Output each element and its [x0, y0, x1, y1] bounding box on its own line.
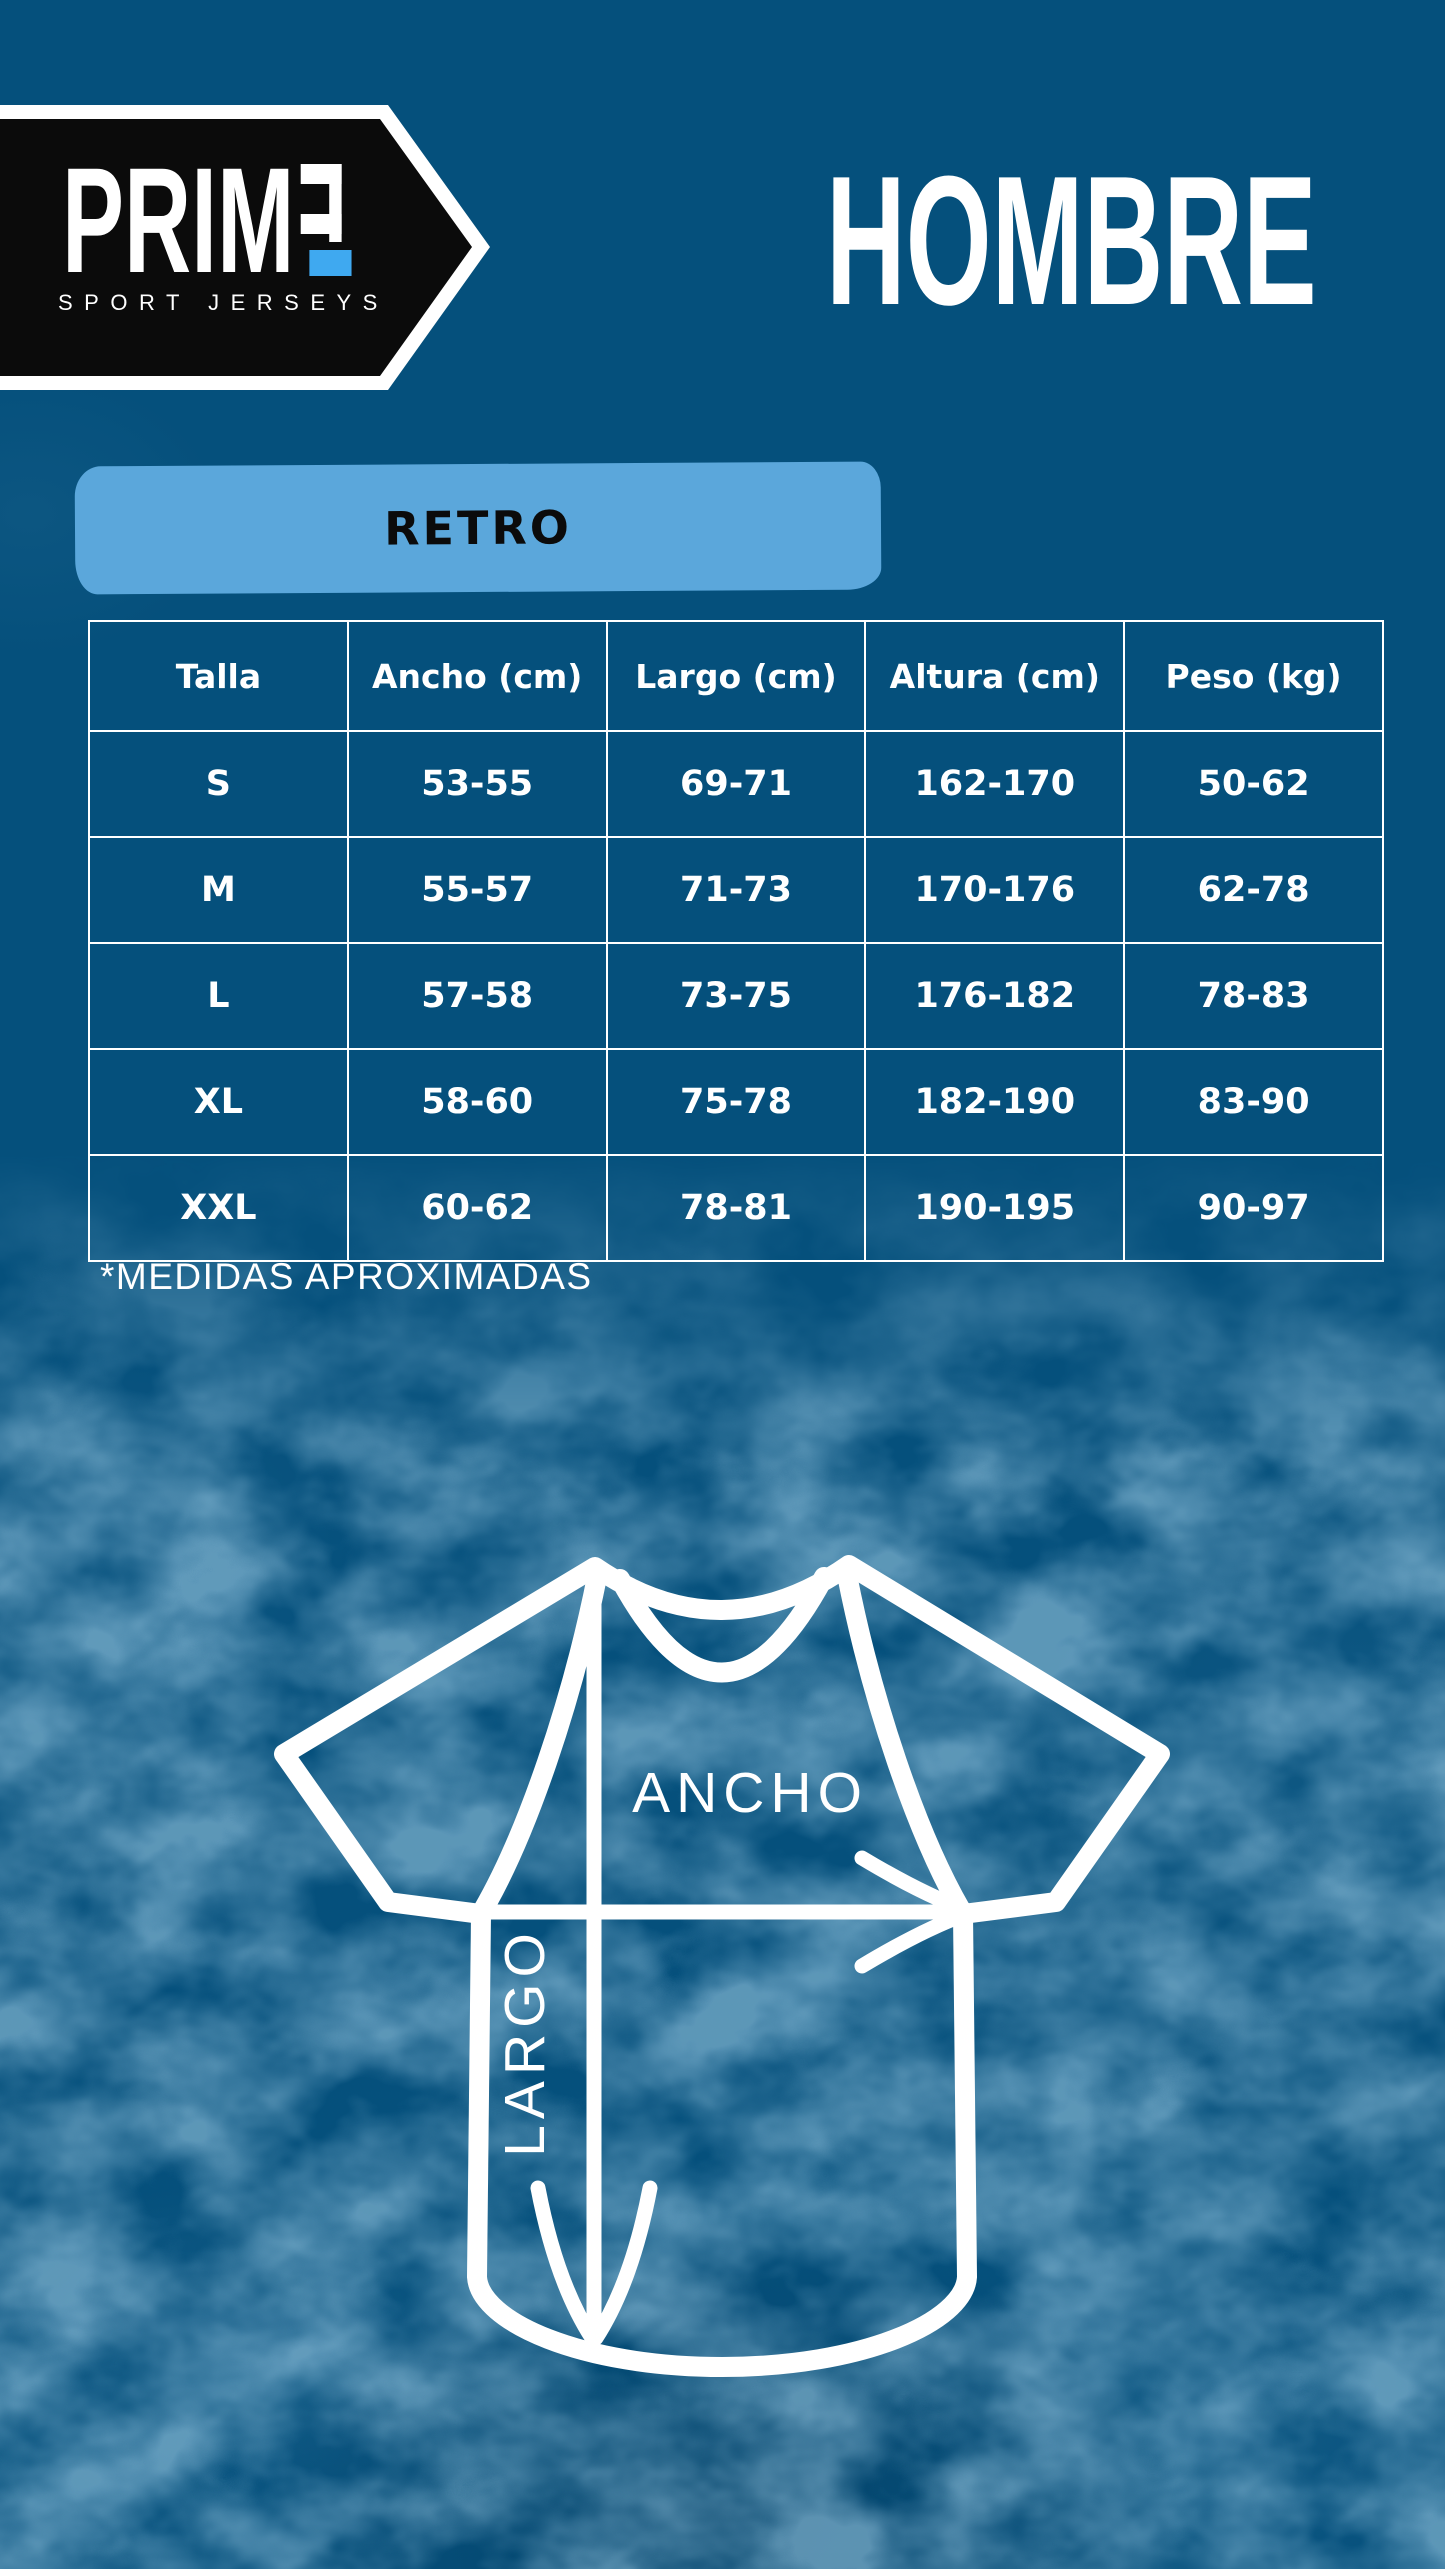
peso-value: 50-62	[1123, 730, 1384, 838]
size-label: L	[88, 942, 349, 1050]
table-header-row: Talla Ancho (cm) Largo (cm) Altura (cm) …	[88, 620, 1384, 732]
altura-value: 190-195	[864, 1154, 1126, 1262]
brand-wordmark: PRIM	[62, 136, 352, 304]
logo-arrow-badge	[0, 105, 490, 390]
page-title: HOMBRE	[826, 137, 1317, 343]
table-row: M 55-57 71-73 170-176 62-78	[88, 836, 1384, 944]
size-label: XL	[88, 1048, 349, 1156]
altura-value: 176-182	[864, 942, 1126, 1050]
ancho-value: 57-58	[346, 942, 608, 1050]
altura-value: 170-176	[864, 836, 1126, 944]
peso-value: 78-83	[1123, 942, 1384, 1050]
table-row: L 57-58 73-75 176-182 78-83	[88, 942, 1384, 1050]
brand-logo: PRIM SPORT JERSEYS	[0, 100, 520, 400]
largo-arrowhead	[530, 2180, 658, 2346]
largo-value: 69-71	[605, 730, 867, 838]
size-table: Talla Ancho (cm) Largo (cm) Altura (cm) …	[88, 620, 1384, 1262]
largo-value: 73-75	[605, 942, 867, 1050]
right-armhole-seam	[837, 1565, 971, 1920]
brand-tagline: SPORT JERSEYS	[58, 290, 389, 315]
brand-name-text: PRIM	[62, 136, 295, 304]
collection-badge-label: RETRO	[383, 500, 573, 556]
largo-value: 75-78	[605, 1048, 867, 1156]
left-armhole-seam	[473, 1567, 607, 1920]
ancho-value: 55-57	[346, 836, 608, 944]
size-label: S	[88, 730, 349, 838]
logo-arrow-fill	[0, 119, 472, 376]
ancho-arrowhead	[854, 1850, 974, 1974]
column-header-altura: Altura (cm)	[864, 620, 1126, 732]
column-header-largo: Largo (cm)	[605, 620, 867, 732]
table-row: XL 58-60 75-78 182-190 83-90	[88, 1048, 1384, 1156]
altura-value: 162-170	[864, 730, 1126, 838]
measurements-footnote: *MEDIDAS APROXIMADAS	[100, 1256, 593, 1297]
collection-badge: RETRO	[74, 461, 882, 595]
tshirt-measurement-diagram: ANCHO LARGO	[274, 1555, 1170, 2377]
ancho-value: 58-60	[346, 1048, 608, 1156]
size-table-body: S 53-55 69-71 162-170 50-62 M 55-57 71-7…	[88, 730, 1384, 1262]
column-header-talla: Talla	[88, 620, 349, 732]
largo-label: LARGO	[493, 1927, 557, 2157]
size-table-header: Talla Ancho (cm) Largo (cm) Altura (cm) …	[88, 620, 1384, 732]
altura-value: 182-190	[864, 1048, 1126, 1156]
e-accent-underline	[309, 250, 352, 276]
ancho-value: 53-55	[346, 730, 608, 838]
stylized-e-glyph	[300, 164, 352, 276]
table-row: XXL 60-62 78-81 190-195 90-97	[88, 1154, 1384, 1262]
e-middle-bar	[300, 214, 342, 234]
table-row: S 53-55 69-71 162-170 50-62	[88, 730, 1384, 838]
collar-band	[610, 1567, 834, 1683]
tshirt-outline	[274, 1555, 1170, 2377]
largo-value: 71-73	[605, 836, 867, 944]
peso-value: 83-90	[1123, 1048, 1384, 1156]
size-label: XXL	[88, 1154, 349, 1262]
ancho-label: ANCHO	[632, 1761, 868, 1825]
size-label: M	[88, 836, 349, 944]
column-header-peso: Peso (kg)	[1123, 620, 1384, 732]
ancho-value: 60-62	[346, 1154, 608, 1262]
column-header-ancho: Ancho (cm)	[346, 620, 608, 732]
largo-value: 78-81	[605, 1154, 867, 1262]
peso-value: 90-97	[1123, 1154, 1384, 1262]
peso-value: 62-78	[1123, 836, 1384, 944]
